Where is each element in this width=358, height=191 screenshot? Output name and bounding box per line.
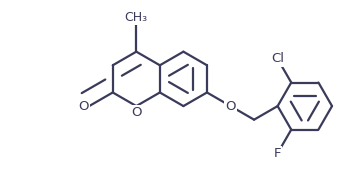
Text: O: O bbox=[79, 100, 89, 112]
Text: O: O bbox=[131, 106, 141, 119]
Text: Cl: Cl bbox=[271, 53, 284, 66]
Text: CH₃: CH₃ bbox=[125, 11, 148, 24]
Text: F: F bbox=[274, 147, 281, 160]
Text: O: O bbox=[225, 100, 236, 112]
